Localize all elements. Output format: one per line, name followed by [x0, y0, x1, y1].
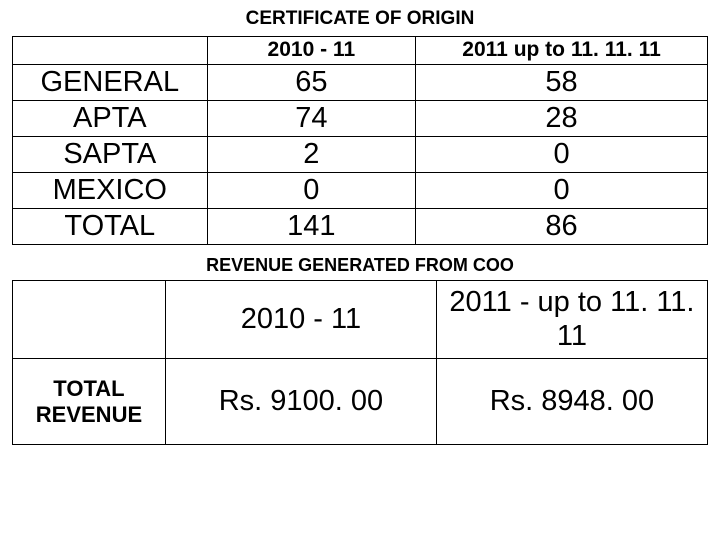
row-label: MEXICO: [13, 173, 208, 209]
row-label: GENERAL: [13, 65, 208, 101]
table-header-row: 2010 - 11 2011 - up to 11. 11. 11: [13, 281, 708, 359]
header-cell: 2010 - 11: [207, 37, 416, 65]
cell: 141: [207, 209, 416, 245]
header-cell: 2011 - up to 11. 11. 11: [436, 281, 707, 359]
cell: 86: [416, 209, 708, 245]
header-cell: [13, 281, 166, 359]
header-cell: [13, 37, 208, 65]
table-row: TOTAL 141 86: [13, 209, 708, 245]
cell: 0: [416, 137, 708, 173]
cell: 0: [416, 173, 708, 209]
cell: 2: [207, 137, 416, 173]
revenue-table: 2010 - 11 2011 - up to 11. 11. 11 TOTAL …: [12, 280, 708, 445]
cell: 74: [207, 101, 416, 137]
table-row: MEXICO 0 0: [13, 173, 708, 209]
certificate-table: 2010 - 11 2011 up to 11. 11. 11 GENERAL …: [12, 36, 708, 245]
certificate-title: CERTIFICATE OF ORIGIN: [12, 8, 708, 30]
cell: 0: [207, 173, 416, 209]
table-row: APTA 74 28: [13, 101, 708, 137]
row-label: TOTAL: [13, 209, 208, 245]
header-cell: 2010 - 11: [165, 281, 436, 359]
cell: 58: [416, 65, 708, 101]
table-row: GENERAL 65 58: [13, 65, 708, 101]
revenue-title: REVENUE GENERATED FROM COO: [12, 255, 708, 276]
table-header-row: 2010 - 11 2011 up to 11. 11. 11: [13, 37, 708, 65]
row-label: TOTAL REVENUE: [13, 359, 166, 445]
table-row: TOTAL REVENUE Rs. 9100. 00 Rs. 8948. 00: [13, 359, 708, 445]
row-label: SAPTA: [13, 137, 208, 173]
header-cell: 2011 up to 11. 11. 11: [416, 37, 708, 65]
cell: Rs. 8948. 00: [436, 359, 707, 445]
cell: 65: [207, 65, 416, 101]
cell: 28: [416, 101, 708, 137]
row-label: APTA: [13, 101, 208, 137]
cell: Rs. 9100. 00: [165, 359, 436, 445]
table-row: SAPTA 2 0: [13, 137, 708, 173]
